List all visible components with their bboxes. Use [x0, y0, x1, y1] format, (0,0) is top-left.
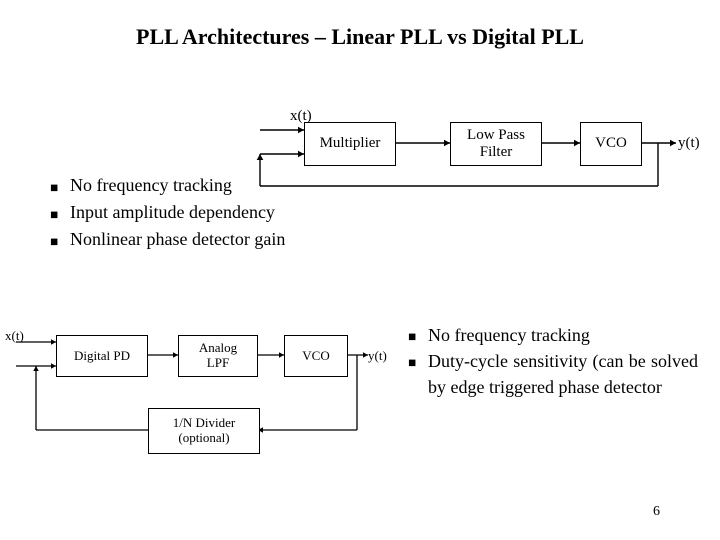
d2-block-pd-label: Digital PD: [74, 349, 130, 364]
page-number: 6: [653, 504, 660, 520]
d2-block-div: 1/N Divider(optional): [148, 408, 260, 454]
d1-output-label: y(t): [678, 135, 700, 152]
list-item: Input amplitude dependency: [50, 199, 285, 226]
bullet-list-1: No frequency trackingInput amplitude dep…: [50, 172, 285, 253]
d2-output-label: y(t): [368, 348, 387, 364]
d2-block-lpf: AnalogLPF: [178, 335, 258, 377]
arrows-layer: [0, 0, 720, 540]
list-item: No frequency tracking: [50, 172, 285, 199]
list-item: Nonlinear phase detector gain: [50, 226, 285, 253]
d2-block-vco: VCO: [284, 335, 348, 377]
d1-block-multiplier-label: Multiplier: [320, 135, 381, 152]
list-item: No frequency tracking: [408, 322, 698, 348]
d2-block-vco-label: VCO: [302, 349, 329, 364]
bullet-list-2: No frequency trackingDuty-cycle sensitiv…: [408, 322, 698, 400]
d1-block-lpf-label: Low PassFilter: [467, 127, 525, 162]
list-item: Duty-cycle sensitivity (can be solved by…: [408, 348, 698, 400]
d2-block-lpf-label: AnalogLPF: [199, 341, 237, 371]
d2-input-label: x(t): [5, 328, 24, 344]
d1-block-vco: VCO: [580, 122, 642, 166]
d1-block-multiplier: Multiplier: [304, 122, 396, 166]
d2-block-pd: Digital PD: [56, 335, 148, 377]
d1-block-lpf: Low PassFilter: [450, 122, 542, 166]
d1-block-vco-label: VCO: [595, 135, 627, 152]
d2-block-div-label: 1/N Divider(optional): [173, 416, 235, 446]
